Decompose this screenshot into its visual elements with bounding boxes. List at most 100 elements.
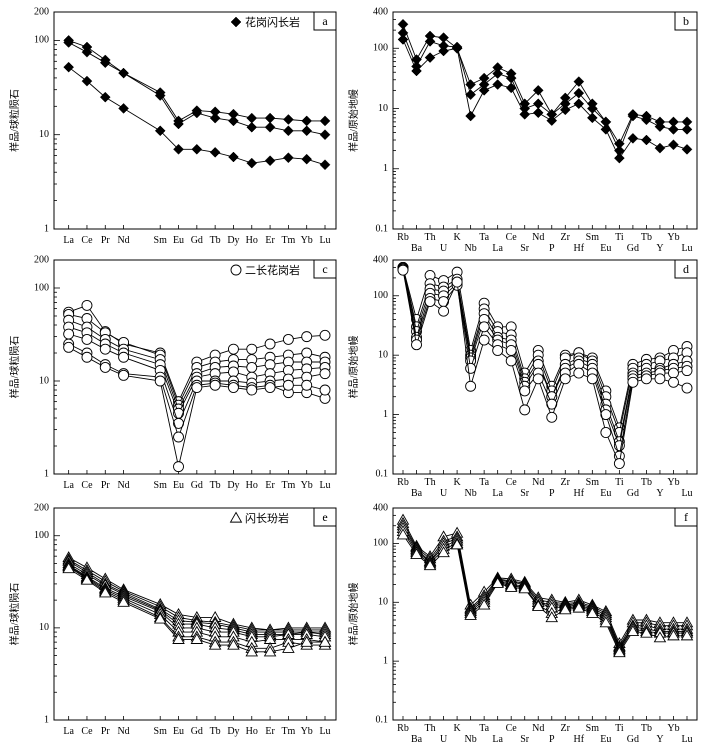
data-point-Er xyxy=(264,112,276,124)
data-point-Yb xyxy=(668,376,679,388)
x-tick-label-Dy: Dy xyxy=(227,480,239,491)
y-axis-title: 样品/原始地幔 xyxy=(347,336,360,399)
series-6 xyxy=(397,264,693,469)
x-tick-label-La: La xyxy=(492,243,503,254)
x-tick-label-Lu: Lu xyxy=(681,243,692,254)
data-point-Gd xyxy=(627,110,639,122)
data-point-P xyxy=(546,411,558,423)
x-tick-label-Yb: Yb xyxy=(667,723,679,734)
data-point-Ce xyxy=(81,333,93,345)
data-point-Ce xyxy=(505,82,517,94)
series-6 xyxy=(396,528,694,658)
y-tick-label: 0.1 xyxy=(376,468,389,479)
y-tick-label: 100 xyxy=(373,43,388,54)
data-point-Dy xyxy=(227,638,240,650)
x-tick-label-Sr: Sr xyxy=(520,734,530,745)
data-point-Sm xyxy=(153,612,167,624)
data-point-Yb xyxy=(301,379,313,391)
data-point-Sm xyxy=(586,112,598,124)
data-point-Ta xyxy=(478,334,490,346)
panel-letter: f xyxy=(684,510,688,524)
x-tick-label-La: La xyxy=(492,734,503,745)
y-tick-label: 200 xyxy=(34,502,49,513)
x-tick-label-Er: Er xyxy=(265,235,275,246)
x-tick-label-Yb: Yb xyxy=(667,232,679,243)
plot-frame xyxy=(392,507,698,721)
data-point-Hf xyxy=(573,76,585,87)
data-point-Tb xyxy=(209,379,221,391)
x-tick-label-Tm: Tm xyxy=(281,726,295,737)
x-tick-label-K: K xyxy=(453,723,461,734)
y-tick-label: 10 xyxy=(378,349,388,360)
data-point-Ho xyxy=(246,112,258,124)
data-point-Lu xyxy=(681,382,693,394)
x-tick-label-Yb: Yb xyxy=(667,477,679,488)
x-tick-label-Rb: Rb xyxy=(397,477,409,488)
data-point-Y xyxy=(654,373,666,385)
data-point-Nd xyxy=(118,103,129,114)
data-point-Yb xyxy=(301,331,313,343)
data-point-Ta xyxy=(478,321,490,333)
legend: 二长花岗岩 xyxy=(230,263,300,277)
data-point-Sr xyxy=(519,404,531,416)
x-tick-label-Ce: Ce xyxy=(81,480,93,491)
data-point-Sr xyxy=(519,108,531,120)
data-point-Ho xyxy=(246,157,258,169)
data-point-Pr xyxy=(99,361,111,373)
data-point-La xyxy=(491,576,504,588)
x-tick-label-Ho: Ho xyxy=(246,235,258,246)
data-point-Ho xyxy=(246,121,258,133)
y-tick-label: 1 xyxy=(383,163,388,174)
x-tick-label-Sm: Sm xyxy=(154,726,168,737)
series-line xyxy=(402,39,688,160)
x-tick-label-Tb: Tb xyxy=(641,232,652,243)
y-tick-label: 10 xyxy=(378,597,388,608)
x-tick-label-Ba: Ba xyxy=(411,488,423,499)
x-tick-label-Ta: Ta xyxy=(479,723,489,734)
y-tick-label: 1 xyxy=(44,468,49,479)
x-tick-label-Lu: Lu xyxy=(681,734,692,745)
data-point-U xyxy=(438,45,449,57)
data-point-Nd xyxy=(118,67,129,79)
series-line xyxy=(402,528,687,651)
y-tick-label: 0.1 xyxy=(376,714,389,725)
data-point-Nd xyxy=(117,595,130,607)
data-point-Yb xyxy=(301,125,313,137)
x-tick-label-Tb: Tb xyxy=(210,480,221,491)
data-point-Tm xyxy=(282,333,294,345)
x-tick-label-Ti: Ti xyxy=(615,232,624,243)
data-point-Ce xyxy=(81,46,93,58)
data-point-Eu xyxy=(172,632,185,644)
x-tick-label-K: K xyxy=(453,477,461,488)
panel-letter: e xyxy=(322,510,327,524)
data-point-Sr xyxy=(519,385,531,397)
data-point-Er xyxy=(264,359,276,371)
x-tick-label-K: K xyxy=(453,232,461,243)
x-tick-label-Gd: Gd xyxy=(191,726,203,737)
y-tick-label: 200 xyxy=(34,254,49,265)
data-point-Th xyxy=(423,559,437,571)
x-tick-label-Nd: Nd xyxy=(532,723,544,734)
data-point-Er xyxy=(264,121,276,133)
x-tick-label-P: P xyxy=(549,488,555,499)
data-point-U xyxy=(438,296,450,307)
data-point-Tb xyxy=(209,146,221,158)
x-tick-label-Rb: Rb xyxy=(397,232,409,243)
data-point-Zr xyxy=(559,104,571,116)
data-point-Tm xyxy=(282,379,294,391)
x-tick-label-Tb: Tb xyxy=(210,726,221,737)
x-tick-label-La: La xyxy=(63,726,74,737)
x-tick-label-Th: Th xyxy=(424,232,435,243)
data-point-Yb xyxy=(668,139,679,151)
data-point-La xyxy=(63,37,75,48)
data-point-Th xyxy=(424,36,436,47)
series-line xyxy=(402,268,688,448)
data-point-Lu xyxy=(319,115,331,127)
x-tick-label-Nd: Nd xyxy=(117,726,129,737)
data-point-Zr xyxy=(559,603,572,615)
y-tick-label: 400 xyxy=(373,254,388,265)
x-tick-label-Ta: Ta xyxy=(479,232,489,243)
y-tick-label: 0.1 xyxy=(376,223,389,234)
legend-label: 花岗闪长岩 xyxy=(245,15,300,29)
